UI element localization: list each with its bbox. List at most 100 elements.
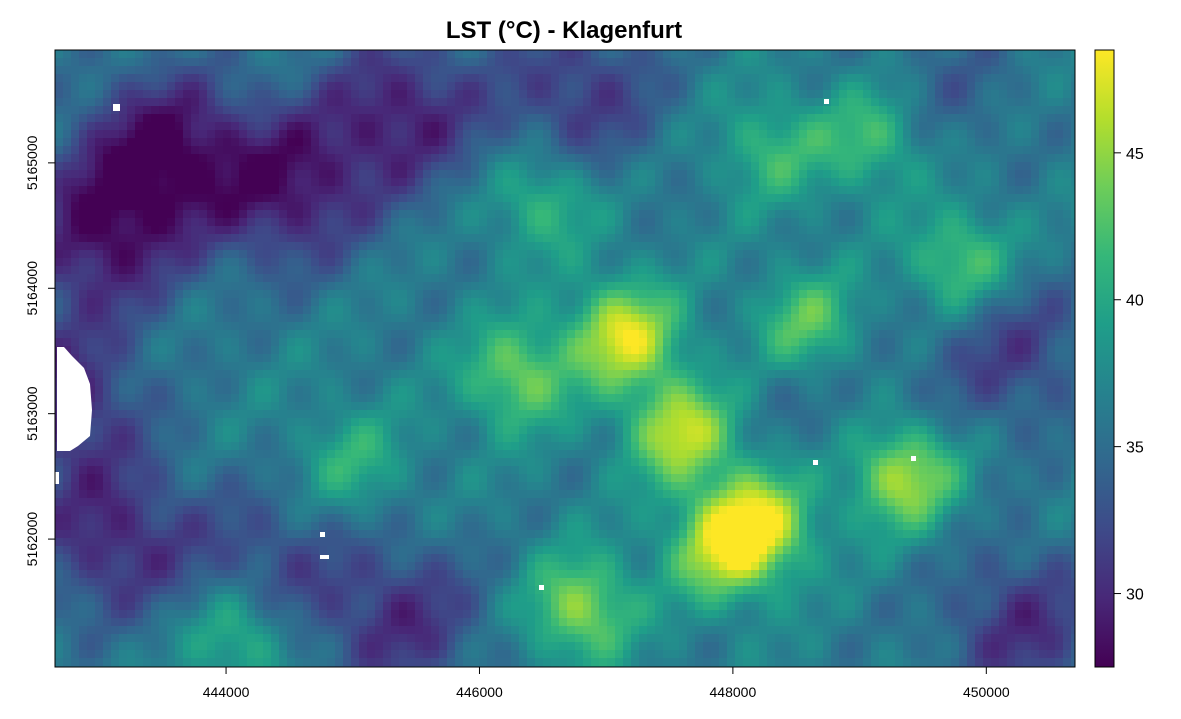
raster-cell (103, 66, 111, 74)
raster-cell (127, 194, 135, 202)
raster-cell (447, 354, 455, 362)
raster-cell (311, 90, 319, 98)
raster-cell (727, 114, 735, 122)
raster-cell (463, 130, 471, 138)
raster-cell (95, 170, 103, 178)
raster-cell (1015, 282, 1023, 290)
raster-cell (1023, 266, 1031, 274)
raster-cell (831, 354, 839, 362)
raster-cell (551, 234, 559, 242)
raster-cell (839, 314, 847, 322)
raster-cell (1071, 250, 1075, 258)
raster-cell (199, 234, 207, 242)
raster-cell (671, 138, 679, 146)
raster-cell (1023, 66, 1031, 74)
raster-cell (535, 298, 543, 306)
raster-cell (199, 346, 207, 354)
raster-cell (615, 186, 623, 194)
raster-cell (743, 314, 751, 322)
raster-cell (839, 170, 847, 178)
raster-cell (143, 258, 151, 266)
raster-cell (1047, 162, 1055, 170)
raster-cell (503, 282, 511, 290)
raster-cell (303, 90, 311, 98)
raster-cell (207, 98, 215, 106)
raster-cell (719, 138, 727, 146)
raster-cell (431, 106, 439, 114)
raster-cell (327, 194, 335, 202)
raster-cell (327, 130, 335, 138)
raster-cell (87, 338, 95, 346)
raster-cell (703, 346, 711, 354)
raster-cell (1031, 290, 1039, 298)
raster-cell (615, 354, 623, 362)
raster-cell (399, 290, 407, 298)
raster-cell (887, 258, 895, 266)
raster-cell (167, 178, 175, 186)
raster-cell (679, 234, 687, 242)
raster-cell (351, 74, 359, 82)
raster-cell (71, 314, 79, 322)
raster-cell (1015, 138, 1023, 146)
raster-cell (591, 66, 599, 74)
raster-cell (79, 362, 87, 370)
raster-cell (639, 266, 647, 274)
raster-cell (751, 90, 759, 98)
raster-cell (719, 186, 727, 194)
raster-cell (255, 58, 263, 66)
raster-cell (55, 138, 63, 146)
raster-cell (983, 178, 991, 186)
raster-cell (247, 194, 255, 202)
raster-cell (127, 170, 135, 178)
raster-cell (567, 194, 575, 202)
raster-cell (663, 178, 671, 186)
raster-cell (95, 202, 103, 210)
raster-cell (543, 226, 551, 234)
raster-cell (687, 130, 695, 138)
raster-cell (455, 154, 463, 162)
raster-cell (439, 346, 447, 354)
raster-cell (287, 138, 295, 146)
raster-cell (1047, 298, 1055, 306)
raster-cell (351, 82, 359, 90)
raster-cell (583, 194, 591, 202)
raster-cell (367, 314, 375, 322)
raster-cell (391, 178, 399, 186)
raster-cell (127, 266, 135, 274)
raster-cell (375, 258, 383, 266)
raster-cell (767, 58, 775, 66)
raster-cell (655, 154, 663, 162)
raster-cell (815, 146, 823, 154)
raster-cell (79, 354, 87, 362)
raster-cell (535, 210, 543, 218)
raster-cell (727, 146, 735, 154)
raster-cell (503, 74, 511, 82)
raster-cell (183, 66, 191, 74)
raster-cell (71, 354, 79, 362)
raster-cell (263, 266, 271, 274)
raster-cell (367, 146, 375, 154)
raster-cell (911, 274, 919, 282)
raster-cell (639, 298, 647, 306)
raster-cell (711, 218, 719, 226)
raster-cell (303, 330, 311, 338)
raster-cell (479, 178, 487, 186)
raster-cell (535, 162, 543, 170)
raster-cell (799, 130, 807, 138)
raster-cell (399, 130, 407, 138)
raster-cell (223, 346, 231, 354)
raster-cell (607, 242, 615, 250)
raster-cell (615, 258, 623, 266)
raster-cell (151, 218, 159, 226)
raster-cell (855, 242, 863, 250)
raster-cell (495, 274, 503, 282)
raster-cell (775, 50, 783, 58)
raster-cell (751, 250, 759, 258)
raster-cell (79, 130, 87, 138)
raster-cell (191, 202, 199, 210)
raster-cell (671, 146, 679, 154)
raster-cell (775, 114, 783, 122)
raster-cell (599, 218, 607, 226)
raster-cell (295, 250, 303, 258)
raster-cell (1015, 146, 1023, 154)
